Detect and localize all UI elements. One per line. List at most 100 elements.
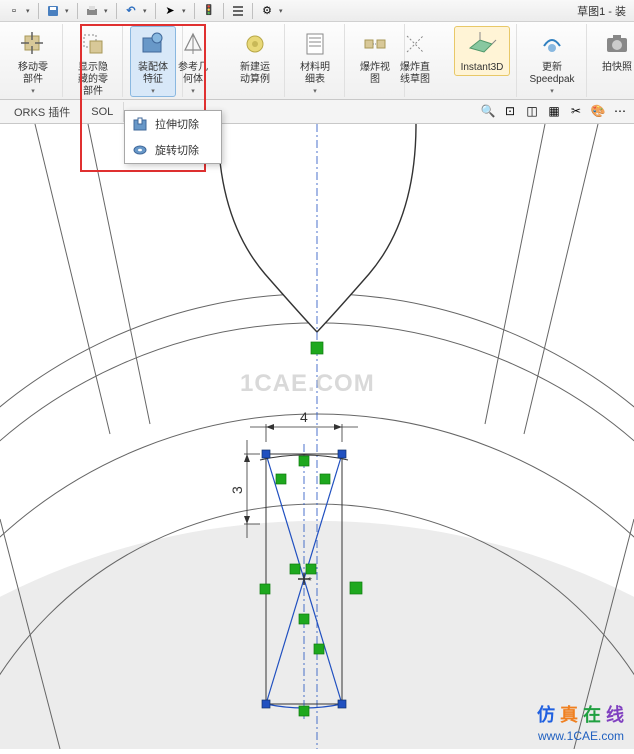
- section-button[interactable]: ✂: [566, 102, 586, 120]
- svg-text:*: *: [308, 576, 312, 587]
- brand-char-1: 仿: [537, 701, 555, 727]
- explode-line-label: 爆炸直 线草图: [400, 62, 430, 86]
- snapshot-label: 拍快照: [602, 62, 632, 74]
- bom-label: 材料明 细表: [300, 62, 330, 86]
- undo-icon: ↶: [126, 4, 135, 17]
- zoom-area-icon: ⊡: [505, 104, 515, 118]
- more-button[interactable]: ⋯: [610, 102, 630, 120]
- explode-view-button[interactable]: 爆炸视 图: [352, 26, 398, 88]
- show-hidden-button[interactable]: 显示隐 藏的零 部件: [70, 26, 116, 100]
- snapshot-button[interactable]: 拍快照: [594, 26, 634, 76]
- extrude-cut-icon: [131, 115, 149, 133]
- tab-sol[interactable]: SOL: [81, 102, 124, 122]
- assembly-feature-button[interactable]: 装配体 特征 ▾: [130, 26, 176, 97]
- separator: [194, 3, 195, 19]
- move-parts-icon: [17, 28, 49, 60]
- scene-icon: 🎨: [591, 104, 606, 118]
- new-motion-button[interactable]: 新建运 动算例: [232, 26, 278, 88]
- cursor-icon: ➤: [165, 4, 174, 17]
- model-viewport[interactable]: 4 3: [0, 124, 634, 749]
- new-dropdown[interactable]: ▾: [26, 7, 34, 15]
- dropdown-icon: ▾: [550, 87, 554, 95]
- section-icon: ✂: [571, 104, 581, 118]
- view-orient-button[interactable]: ◫: [522, 102, 542, 120]
- settings-button[interactable]: ⚙: [257, 2, 277, 20]
- separator: [38, 3, 39, 19]
- bom-icon: [299, 28, 331, 60]
- more-icon: ⋯: [614, 104, 626, 118]
- save-dropdown[interactable]: ▾: [65, 7, 73, 15]
- scene-button[interactable]: 🎨: [588, 102, 608, 120]
- bom-button[interactable]: 材料明 细表 ▾: [292, 26, 338, 97]
- select-button[interactable]: ➤: [160, 2, 180, 20]
- move-parts-label: 移动零 部件: [18, 62, 48, 86]
- explode-line-icon: [399, 28, 431, 60]
- tab-works-plugins[interactable]: ORKS 插件: [4, 100, 81, 124]
- rebuild-button[interactable]: 🚦: [199, 2, 219, 20]
- new-motion-label: 新建运 动算例: [240, 62, 270, 86]
- view-orient-icon: ◫: [526, 104, 537, 118]
- print-button[interactable]: [82, 2, 102, 20]
- speedpak-icon: [536, 28, 568, 60]
- separator: [223, 3, 224, 19]
- menu-label: 旋转切除: [155, 142, 199, 158]
- tabs-bar: ORKS 插件 SOL 🔍 ⊡ ◫ ▦ ✂ 🎨 ⋯: [0, 100, 634, 124]
- save-button[interactable]: [43, 2, 63, 20]
- traffic-icon: 🚦: [203, 5, 215, 16]
- instant3d-label: Instant3D: [461, 62, 504, 74]
- settings-dropdown[interactable]: ▾: [279, 7, 287, 15]
- document-title: 草图1 - 装: [577, 3, 626, 19]
- separator: [77, 3, 78, 19]
- dropdown-icon: ▾: [313, 87, 317, 95]
- new-icon: ▫: [12, 5, 16, 17]
- dimension-height[interactable]: 3: [229, 440, 260, 538]
- options-button[interactable]: [228, 2, 248, 20]
- move-parts-button[interactable]: 移动零 部件 ▾: [10, 26, 56, 97]
- dropdown-icon: ▾: [31, 87, 35, 95]
- explode-view-icon: [359, 28, 391, 60]
- footer-brand: 仿 真 在 线: [537, 701, 624, 727]
- print-dropdown[interactable]: ▾: [104, 7, 112, 15]
- ref-geometry-button[interactable]: 参考几 何体 ▾: [172, 26, 214, 97]
- select-dropdown[interactable]: ▾: [182, 7, 190, 15]
- assembly-feature-icon: [137, 28, 169, 60]
- separator: [155, 3, 156, 19]
- dim-height-value: 3: [229, 486, 245, 494]
- brand-char-2: 真: [560, 701, 578, 727]
- gear-icon: ⚙: [262, 4, 272, 17]
- speedpak-button[interactable]: 更新 Speedpak ▾: [524, 26, 580, 97]
- show-hidden-label: 显示隐 藏的零 部件: [78, 62, 108, 98]
- footer-url: www.1CAE.com: [538, 729, 624, 743]
- ref-geometry-label: 参考几 何体: [178, 62, 208, 86]
- menu-extrude-cut[interactable]: 拉伸切除: [125, 111, 221, 137]
- dropdown-icon: ▾: [191, 87, 195, 95]
- print-icon: [85, 4, 99, 18]
- instant3d-icon: [466, 28, 498, 60]
- list-icon: [231, 4, 245, 18]
- separator: [252, 3, 253, 19]
- display-style-icon: ▦: [548, 104, 559, 118]
- dim-width-value: 4: [300, 409, 308, 425]
- zoom-area-button[interactable]: ⊡: [500, 102, 520, 120]
- revolve-cut-icon: [131, 141, 149, 159]
- dropdown-icon: ▾: [151, 87, 155, 95]
- snapshot-icon: [601, 28, 633, 60]
- instant3d-button[interactable]: Instant3D: [454, 26, 510, 76]
- zoom-fit-button[interactable]: 🔍: [478, 102, 498, 120]
- new-motion-icon: [239, 28, 271, 60]
- menu-label: 拉伸切除: [155, 116, 199, 132]
- dimension-width[interactable]: 4: [250, 409, 358, 442]
- explode-line-button[interactable]: 爆炸直 线草图: [394, 26, 436, 88]
- show-hidden-icon: [77, 28, 109, 60]
- undo-button[interactable]: ↶: [121, 2, 141, 20]
- separator: [116, 3, 117, 19]
- undo-dropdown[interactable]: ▾: [143, 7, 151, 15]
- display-style-button[interactable]: ▦: [544, 102, 564, 120]
- new-button[interactable]: ▫: [4, 2, 24, 20]
- ref-geometry-icon: [177, 28, 209, 60]
- quick-access-toolbar: ▫ ▾ ▾ ▾ ↶ ▾ ➤ ▾ 🚦 ⚙ ▾ 草图1 - 装: [0, 0, 634, 22]
- menu-revolve-cut[interactable]: 旋转切除: [125, 137, 221, 163]
- assembly-feature-label: 装配体 特征: [138, 62, 168, 86]
- save-icon: [46, 4, 60, 18]
- assembly-feature-menu: 拉伸切除 旋转切除: [124, 110, 222, 164]
